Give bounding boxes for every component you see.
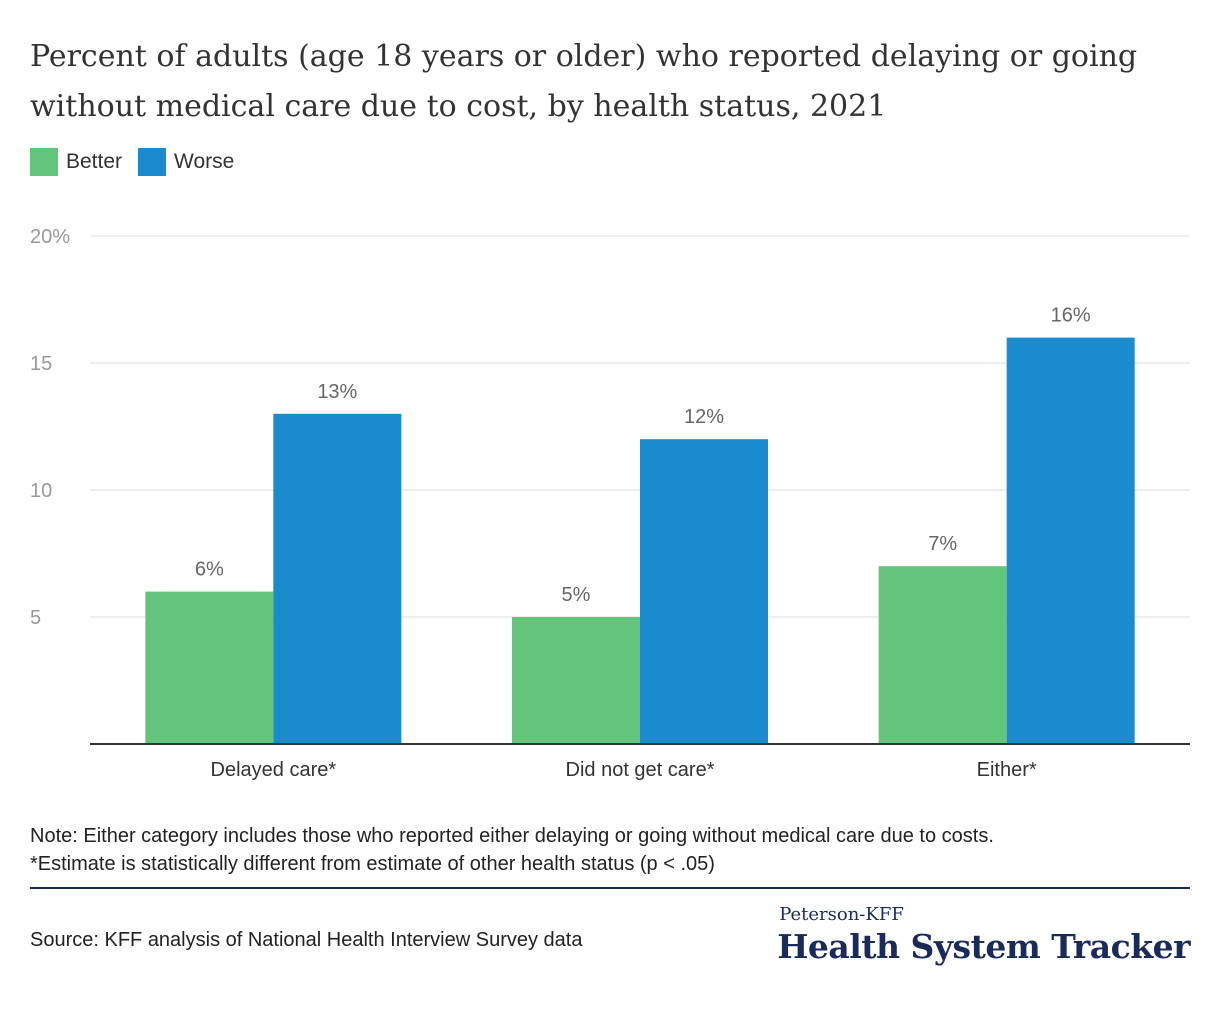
y-tick-label: 15 bbox=[30, 353, 52, 375]
legend-label-better: Better bbox=[66, 150, 123, 173]
y-tick-label: 20% bbox=[30, 226, 70, 248]
data-label: 16% bbox=[1051, 305, 1091, 327]
data-label: 12% bbox=[684, 406, 724, 428]
x-tick-label: Either* bbox=[977, 759, 1037, 781]
legend-swatch-better bbox=[30, 148, 58, 176]
source-text: Source: KFF analysis of National Health … bbox=[30, 929, 583, 951]
bar bbox=[512, 617, 640, 744]
legend-label-worse: Worse bbox=[174, 150, 235, 173]
footer-divider bbox=[30, 887, 1190, 889]
y-tick-label: 10 bbox=[30, 480, 52, 502]
legend-swatch-worse bbox=[138, 148, 167, 176]
brand-subtitle: Peterson-KFF bbox=[779, 904, 904, 925]
x-tick-label: Delayed care* bbox=[211, 759, 337, 781]
y-tick-label: 5 bbox=[30, 607, 41, 629]
bar bbox=[640, 439, 768, 744]
note-line-2: *Estimate is statistically different fro… bbox=[30, 853, 715, 875]
brand-logo: Peterson-KFF Health System Tracker bbox=[777, 904, 1190, 968]
bar-chart: 5 10 15 20% 6% 13% Delayed care* 5% 12% Did not g… bbox=[30, 226, 1190, 781]
x-tick-label: Did not get care* bbox=[566, 759, 715, 781]
note-line-1: Note: Either category includes those who… bbox=[30, 825, 994, 847]
legend: Better Worse bbox=[30, 148, 250, 176]
data-label: 13% bbox=[317, 381, 357, 403]
bar bbox=[145, 591, 274, 744]
legend-item-worse: Worse bbox=[138, 148, 234, 176]
bar bbox=[878, 566, 1007, 744]
bar bbox=[1006, 337, 1135, 744]
brand-title: Health System Tracker bbox=[777, 927, 1190, 966]
data-label: 7% bbox=[928, 533, 957, 555]
data-label: 6% bbox=[195, 559, 224, 581]
legend-item-better: Better bbox=[30, 148, 122, 176]
chart-title: Percent of adults (age 18 years or older… bbox=[30, 39, 1138, 124]
chart-note: Note: Either category includes those who… bbox=[30, 822, 1200, 878]
data-label: 5% bbox=[562, 584, 591, 606]
bar bbox=[273, 413, 402, 744]
